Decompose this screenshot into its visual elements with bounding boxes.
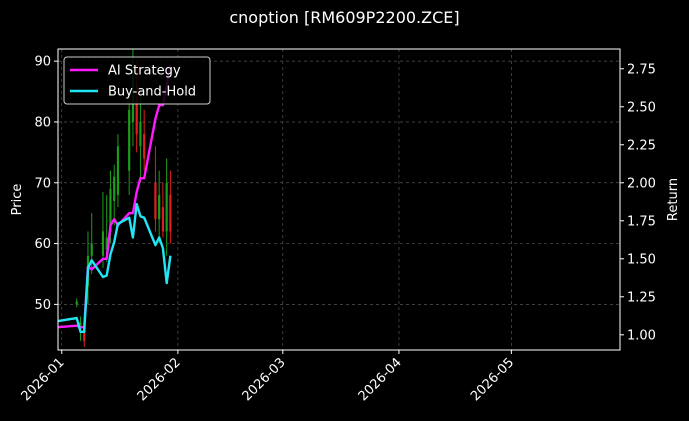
candle-body	[116, 146, 120, 195]
y2-tick-label: 1.75	[627, 214, 656, 229]
chart-title: cnoption [RM609P2200.ZCE]	[229, 8, 460, 27]
candle-body	[128, 109, 131, 171]
candle-body	[161, 207, 165, 232]
y-tick-label: 80	[34, 115, 51, 130]
y2-tick-label: 2.25	[627, 138, 656, 153]
y2-axis-label: Return	[666, 178, 681, 221]
y2-tick-label: 1.50	[627, 252, 656, 267]
legend-box	[63, 56, 211, 105]
candle-body	[101, 231, 105, 256]
candle-body	[135, 85, 138, 135]
x-tick-label: 2026-05	[468, 355, 517, 404]
legend-label: AI Strategy	[108, 64, 181, 79]
y2-tick-label: 2.75	[627, 62, 656, 77]
candle-body	[143, 134, 146, 159]
y2-tick-label: 1.25	[627, 290, 656, 305]
y-tick-label: 90	[34, 55, 51, 70]
candle-body	[75, 301, 78, 305]
y2-tick-label: 2.50	[627, 100, 656, 115]
candle-body	[139, 121, 142, 147]
x-tick-label: 2026-03	[240, 355, 289, 404]
y2-tick-label: 1.00	[627, 328, 656, 343]
candle-body	[158, 194, 161, 220]
candle-body	[105, 237, 108, 250]
candle-body	[165, 182, 168, 232]
candle-body	[83, 328, 86, 341]
candle-body	[109, 188, 112, 232]
y2-tick-label: 2.00	[627, 176, 656, 191]
x-tick-label: 2026-02	[135, 355, 184, 404]
x-tick-label: 2026-04	[356, 355, 405, 404]
y-axis-label: Price	[10, 184, 25, 216]
series-line	[57, 202, 172, 333]
y-tick-label: 70	[34, 176, 51, 191]
legend-label: Buy-and-Hold	[108, 85, 196, 100]
candle-body	[79, 322, 82, 329]
y-tick-label: 50	[34, 298, 51, 313]
candle-body	[90, 243, 93, 256]
candle-body	[113, 176, 116, 202]
candle-body	[169, 194, 172, 232]
plot-frame	[57, 48, 621, 351]
x-tick-label: 2026-01	[19, 355, 68, 404]
y-tick-label: 60	[34, 237, 51, 252]
candle-body	[154, 182, 157, 220]
